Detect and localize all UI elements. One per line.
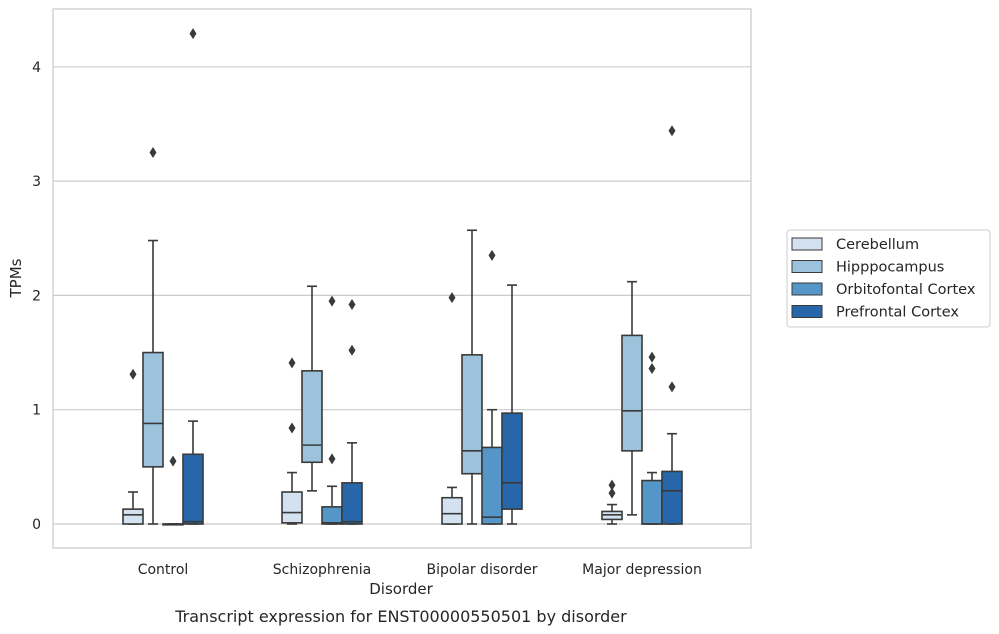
legend-label: Hipppocampus: [836, 260, 944, 276]
x-tick-label: Bipolar disorder: [426, 562, 537, 578]
y-tick-label: 0: [32, 517, 41, 533]
box: [162, 455, 184, 526]
box: [601, 479, 623, 525]
series-cerebellum: [122, 292, 623, 525]
box: [661, 125, 683, 525]
legend-item: Prefrontal Cortex: [791, 305, 959, 321]
y-tick-label: 2: [32, 288, 41, 304]
iqr-box: [501, 412, 523, 510]
box: [281, 357, 303, 525]
chart-caption: Transcript expression for ENST0000055050…: [174, 607, 627, 626]
outlier-point: [668, 125, 676, 137]
box: [641, 351, 663, 525]
iqr-box: [661, 470, 683, 525]
outlier-point: [149, 147, 157, 159]
x-tick-label: Major depression: [582, 562, 702, 578]
outlier-point: [288, 422, 296, 434]
box: [621, 280, 643, 516]
y-tick-label: 3: [32, 174, 41, 190]
outlier-point: [348, 344, 356, 356]
plot-area-frame: [52, 8, 752, 549]
iqr-box: [182, 453, 204, 525]
box: [341, 299, 363, 525]
iqr-box: [641, 479, 663, 525]
box: [321, 295, 343, 525]
box: [142, 147, 164, 525]
series-prefrontal-cortex: [182, 28, 683, 525]
x-tick-label: Control: [138, 562, 189, 578]
iqr-box: [341, 482, 363, 525]
outlier-point: [608, 479, 616, 491]
iqr-box: [142, 351, 164, 468]
outlier-point: [648, 351, 656, 363]
box: [501, 284, 523, 525]
series-orbitofontal-cortex: [162, 249, 663, 526]
box: [182, 28, 204, 525]
outlier-point: [328, 453, 336, 465]
legend-swatch: [791, 237, 823, 251]
iqr-box: [122, 508, 144, 525]
outlier-point: [129, 368, 137, 380]
outlier-point: [169, 455, 177, 467]
box: [481, 249, 503, 525]
y-axis-label: TPMs: [7, 258, 25, 298]
x-axis-label: Disorder: [369, 580, 433, 598]
outlier-point: [608, 487, 616, 499]
legend-swatch: [791, 260, 823, 273]
box: [122, 368, 144, 525]
outlier-point: [488, 249, 496, 261]
legend-label: Orbitofontal Cortex: [836, 282, 976, 298]
legend-item: Cerebellum: [791, 237, 919, 253]
legend-swatch: [791, 282, 823, 296]
outlier-point: [348, 299, 356, 311]
iqr-box: [321, 506, 343, 525]
legend-label: Prefrontal Cortex: [836, 305, 959, 321]
legend: Cerebellum Hipppocampus Orbitofontal Corte…: [786, 229, 991, 328]
box: [441, 292, 463, 525]
outlier-point: [648, 363, 656, 375]
iqr-box: [301, 370, 323, 464]
iqr-box: [461, 354, 483, 475]
outlier-point: [189, 28, 197, 40]
iqr-box: [481, 446, 503, 525]
legend-label: Cerebellum: [836, 237, 919, 253]
x-axis-ticks: Control Schizophrenia Bipolar disorder Majo…: [138, 562, 702, 578]
series-hipppocampus: [142, 147, 643, 525]
outlier-point: [288, 357, 296, 369]
outlier-point: [328, 295, 336, 307]
outlier-point: [668, 381, 676, 393]
iqr-box: [441, 496, 463, 525]
y-tick-label: 1: [32, 403, 41, 419]
legend-item: Hipppocampus: [791, 260, 944, 276]
box: [301, 285, 323, 492]
y-tick-label: 4: [32, 60, 41, 76]
iqr-box: [621, 334, 643, 452]
y-axis-ticks: 0 1 2 3 4: [32, 60, 41, 533]
x-tick-label: Schizophrenia: [273, 562, 371, 578]
outlier-point: [448, 292, 456, 304]
box-series: [122, 28, 683, 526]
legend-item: Orbitofontal Cortex: [791, 282, 976, 298]
iqr-box: [281, 491, 303, 524]
legend-swatch: [791, 305, 823, 318]
box: [461, 229, 483, 525]
legend-frame: [786, 229, 991, 328]
